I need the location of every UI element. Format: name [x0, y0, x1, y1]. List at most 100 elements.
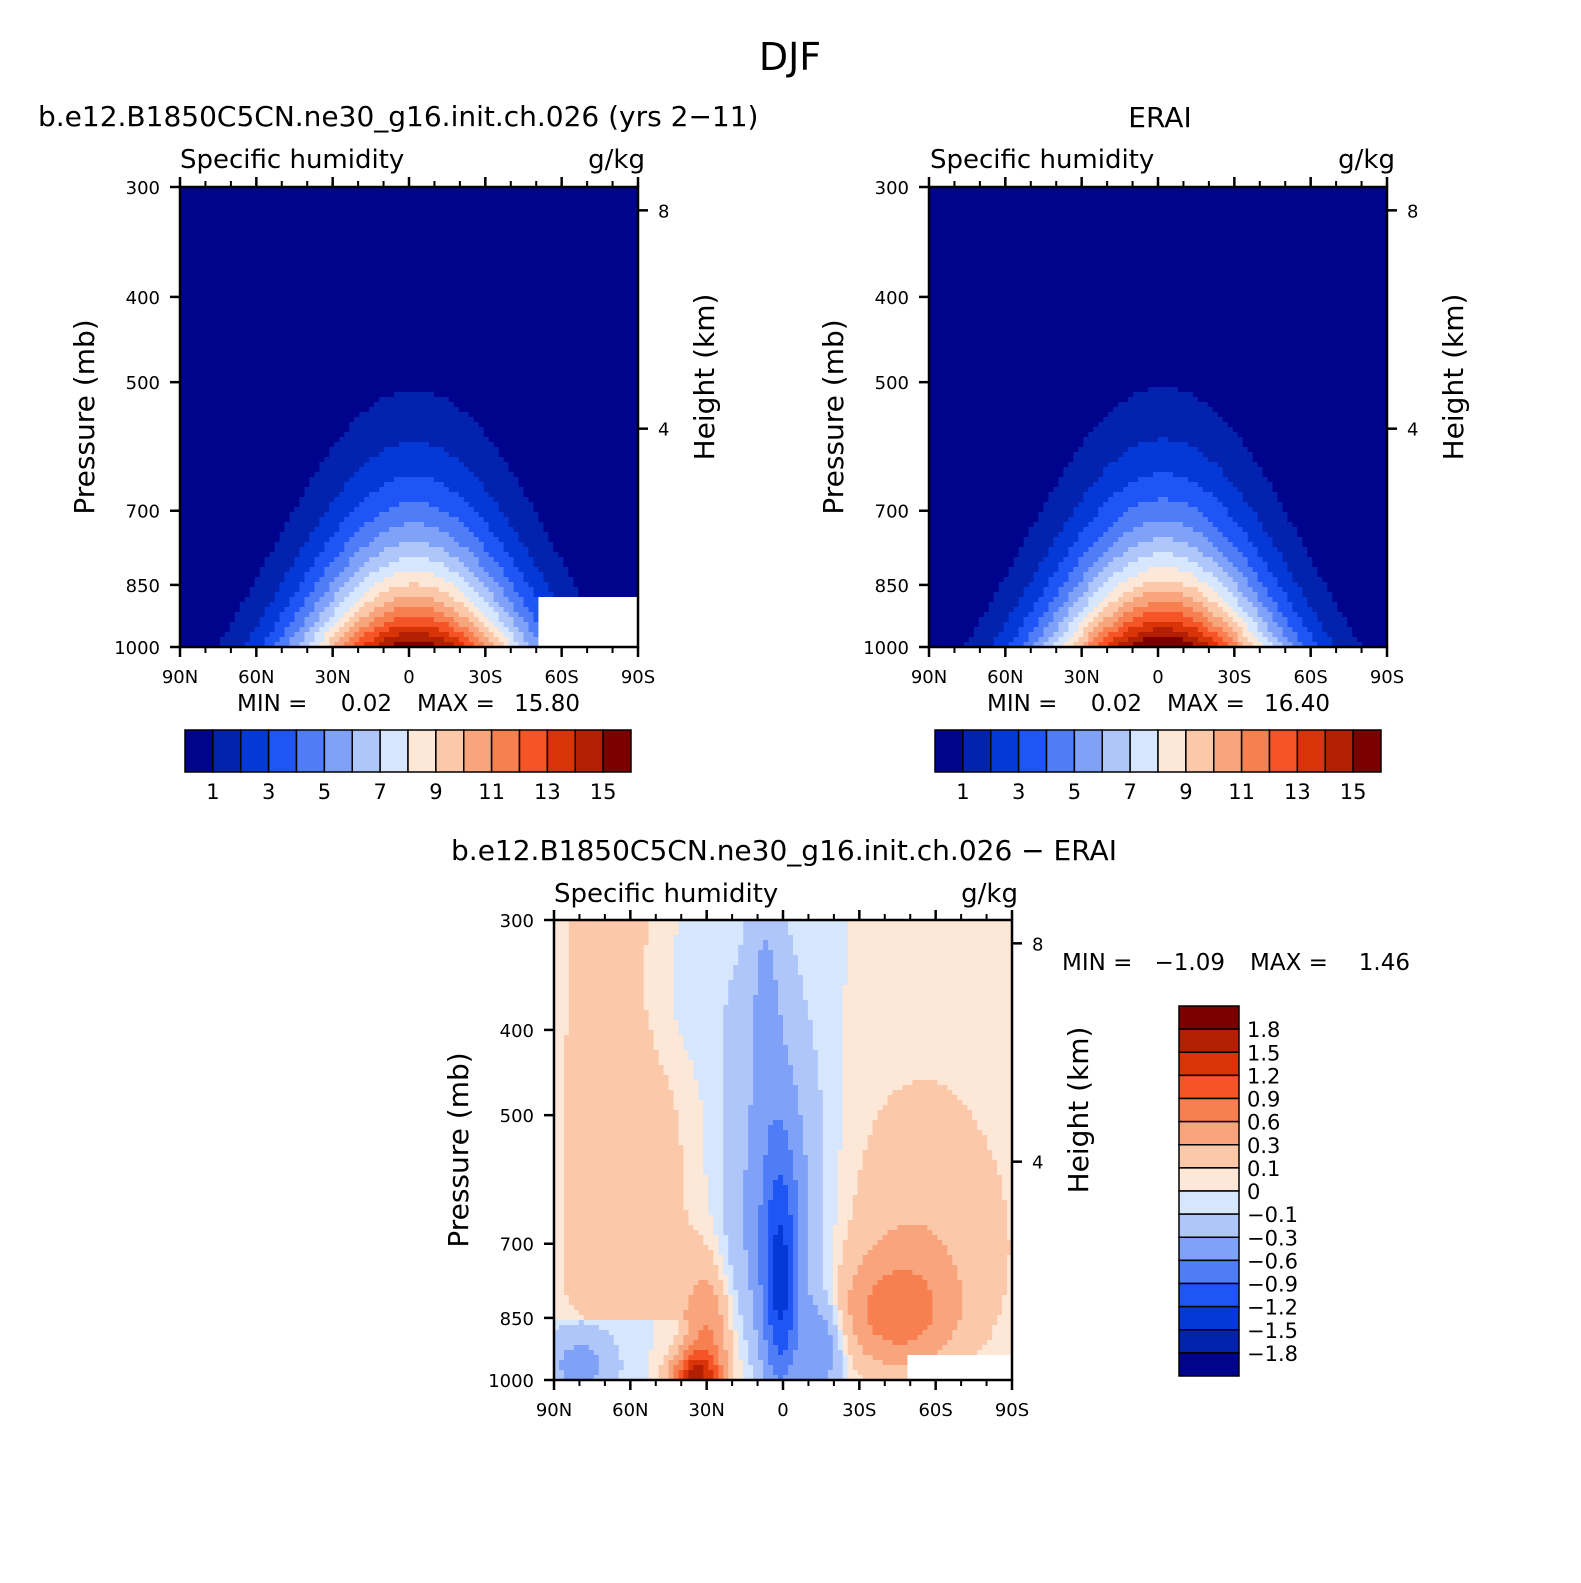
field-cell — [209, 437, 216, 443]
field-cell — [613, 247, 619, 253]
field-cell — [184, 327, 191, 333]
field-cell — [428, 407, 435, 413]
field-cell — [448, 392, 455, 398]
field-cell — [588, 347, 594, 353]
field-cell — [214, 452, 221, 458]
field-cell — [583, 412, 589, 418]
field-cell — [613, 207, 619, 213]
field-cell — [344, 212, 350, 218]
field-cell — [578, 192, 584, 198]
field-cell — [234, 422, 241, 428]
field-cell — [468, 367, 475, 373]
field-cell — [523, 237, 530, 243]
field-cell — [598, 322, 604, 328]
field-cell — [204, 422, 211, 428]
field-cell — [379, 362, 385, 368]
field-cell — [224, 257, 231, 263]
field-cell — [523, 362, 530, 368]
field-cell — [180, 217, 186, 223]
field-cell — [374, 412, 380, 418]
field-cell — [463, 192, 470, 198]
field-cell — [503, 317, 510, 323]
field-cell — [309, 247, 316, 253]
field-cell — [349, 382, 355, 388]
field-cell — [404, 217, 410, 223]
field-cell — [488, 262, 495, 268]
field-cell — [199, 437, 206, 443]
field-cell — [269, 232, 276, 238]
field-cell — [513, 447, 520, 453]
field-cell — [234, 282, 241, 288]
field-cell — [249, 202, 256, 208]
field-cell — [364, 382, 370, 388]
field-cell — [404, 432, 410, 438]
field-cell — [483, 442, 490, 448]
field-cell — [548, 272, 554, 278]
field-cell — [628, 422, 634, 428]
field-cell — [409, 202, 415, 208]
field-cell — [453, 262, 460, 268]
field-cell — [513, 352, 520, 358]
field-cell — [628, 242, 634, 248]
field-cell — [284, 332, 291, 338]
field-cell — [453, 287, 460, 293]
field-cell — [463, 327, 470, 333]
field-cell — [269, 352, 276, 358]
field-cell — [563, 262, 569, 268]
panel-model: b.e12.B1850C5CN.ne30_g16.init.ch.026 (yr… — [38, 100, 758, 804]
field-cell — [428, 432, 435, 438]
field-cell — [404, 387, 410, 393]
field-cell — [219, 457, 226, 463]
field-cell — [468, 222, 475, 228]
field-cell — [463, 367, 470, 373]
field-cell — [448, 322, 455, 328]
field-cell — [623, 292, 629, 298]
field-cell — [613, 437, 619, 443]
field-cell — [394, 202, 400, 208]
field-cell — [214, 342, 221, 348]
field-cell — [180, 437, 186, 443]
field-cell — [423, 422, 430, 428]
field-cell — [513, 232, 520, 238]
field-cell — [304, 412, 311, 418]
field-cell — [284, 392, 291, 398]
field-cell — [503, 427, 510, 433]
field-cell — [234, 407, 241, 413]
field-cell — [548, 412, 554, 418]
field-cell — [304, 337, 311, 343]
field-cell — [399, 202, 405, 208]
field-cell — [468, 427, 475, 433]
field-cell — [359, 202, 365, 208]
field-cell — [364, 347, 370, 353]
field-cell — [603, 302, 609, 308]
field-cell — [628, 432, 634, 438]
field-cell — [254, 457, 261, 463]
field-cell — [583, 227, 589, 233]
field-cell — [289, 262, 296, 268]
field-cell — [219, 427, 226, 433]
field-cell — [334, 312, 340, 318]
field-cell — [603, 347, 609, 353]
field-cell — [394, 312, 400, 318]
field-cell — [334, 197, 340, 203]
field-cell — [409, 242, 415, 248]
field-cell — [618, 222, 624, 228]
field-cell — [304, 207, 311, 213]
field-cell — [508, 387, 515, 393]
field-cell — [598, 247, 604, 253]
field-cell — [503, 232, 510, 238]
field-cell — [239, 207, 246, 213]
field-cell — [508, 357, 515, 363]
field-cell — [628, 367, 634, 373]
field-cell — [354, 452, 360, 458]
field-cell — [239, 202, 246, 208]
field-cell — [204, 207, 211, 213]
field-cell — [269, 287, 276, 293]
field-cell — [329, 332, 335, 338]
field-cell — [598, 412, 604, 418]
field-cell — [503, 327, 510, 333]
field-cell — [528, 432, 535, 438]
field-cell — [623, 362, 629, 368]
field-cell — [359, 262, 365, 268]
field-cell — [234, 257, 241, 263]
